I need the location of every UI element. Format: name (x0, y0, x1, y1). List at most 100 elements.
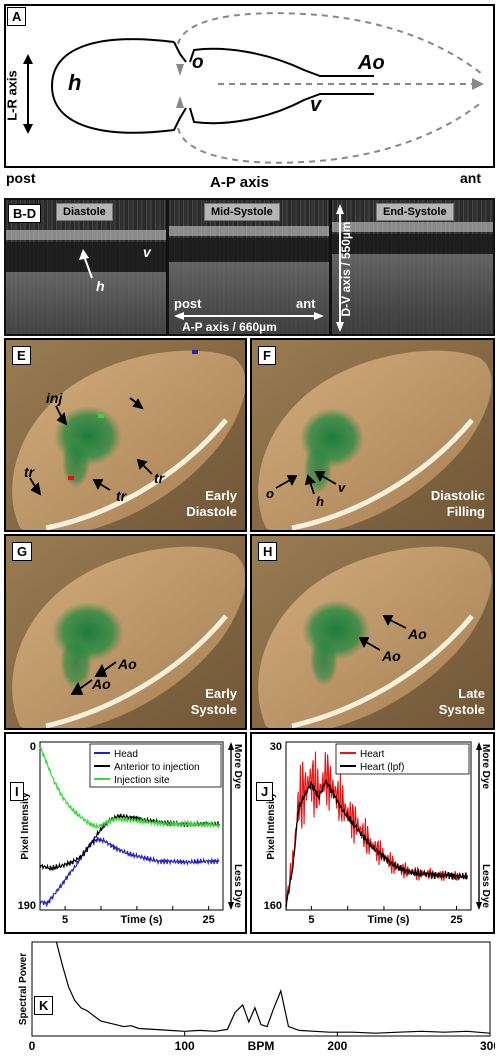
panel-a-tag: A (7, 7, 27, 26)
f-o-label: o (266, 486, 274, 501)
h-ao-label-2: Ao (382, 648, 401, 664)
panel-g-caption-1: Early (205, 686, 237, 701)
panel-k-tag: K (34, 996, 54, 1015)
legend-entry: Head (114, 749, 138, 760)
panel-e-caption-1: Early (205, 488, 237, 503)
oct-v-label: v (143, 244, 151, 260)
ostia-arrow-up (176, 96, 184, 108)
plot-area (31, 941, 491, 1037)
x-axis-label: BPM (248, 1039, 275, 1053)
y-axis-label: Spectral Power (18, 953, 29, 1025)
dye-arrow-head-bottom (228, 902, 234, 910)
more-dye-label: More Dye (232, 744, 243, 789)
ostia-right (189, 47, 374, 125)
x-tick-label: 5 (62, 914, 68, 926)
h-ao-label-1: Ao (408, 626, 427, 642)
ostia-arrow-down (176, 64, 184, 76)
y-tick-label: 0 (30, 741, 36, 753)
panel-e-tag: E (12, 346, 31, 365)
dye-arrow-head-top (228, 742, 234, 750)
panel-e: E inj tr tr tr Early Diastole (4, 338, 247, 532)
panel-a: A h o Ao v L-R axis (4, 4, 495, 168)
ap-axis-label: A-P axis (210, 174, 269, 191)
dye-arrow-head-bottom (476, 902, 482, 910)
diastole-label: Diastole (56, 203, 113, 221)
tr-label-1: tr (24, 464, 35, 480)
chart-i: 0 190 5 25 Time (s) Pixel Intensity More Dye Le… (18, 741, 243, 926)
panel-h-caption-1: Late (458, 686, 485, 701)
more-dye-label: More Dye (480, 744, 491, 789)
series-line-head (39, 836, 220, 907)
panel-g-caption-2: Systole (190, 702, 237, 717)
x-tick-label: 300 (480, 1039, 495, 1053)
x-tick-label: 25 (203, 914, 215, 926)
series-line-injection-site (39, 746, 220, 831)
mid-systole-label: Mid-Systole (204, 203, 280, 221)
heart-chamber-outline (50, 38, 187, 134)
y-tick-label: 190 (18, 900, 36, 912)
tr-label-2: tr (116, 488, 127, 504)
less-dye-label: Less Dye (232, 864, 243, 908)
oct-h-label: h (96, 278, 105, 294)
larva-f (252, 340, 493, 530)
ant-label: ant (460, 170, 481, 186)
panel-j: 30 160 5 25 Time (s) Pixel Intensity More Dye L… (250, 732, 495, 934)
post-label: post (6, 170, 36, 186)
spectral-power-line (55, 941, 491, 1034)
larva-e (6, 340, 245, 530)
less-dye-label: Less Dye (480, 864, 491, 908)
f-v-label: v (338, 480, 346, 495)
legend-entry: Injection site (114, 775, 170, 786)
panel-f-tag: F (258, 346, 276, 365)
panel-bd-tag: B-D (8, 204, 42, 223)
dye-arrow-head-top (476, 742, 482, 750)
g-ao-label-2: Ao (92, 676, 111, 692)
panel-f-caption-1: Diastolic (430, 488, 485, 503)
dashed-outline (177, 12, 483, 164)
panel-h-caption-2: Systole (438, 702, 485, 717)
oct-post-label: post (174, 296, 202, 311)
panel-f: F o v h Diastolic Filling (250, 338, 495, 532)
panel-h: H Ao Ao Late Systole (250, 534, 495, 730)
g-ao-label-1: Ao (118, 656, 137, 672)
inj-label: inj (46, 390, 63, 406)
legend-entry: Heart (lpf) (360, 762, 404, 773)
panel-f-caption-2: Filling (446, 504, 485, 519)
panel-h-tag: H (258, 542, 278, 561)
v-label: v (310, 94, 322, 116)
chart-j: 30 160 5 25 Time (s) Pixel Intensity More Dye L… (264, 741, 491, 926)
x-axis-label: Time (s) (121, 914, 163, 926)
lr-axis-label: L-R axis (4, 70, 20, 121)
heart-schematic (4, 4, 495, 168)
panel-k: 0 100 200 300 BPM Spectral Power K (4, 938, 495, 1056)
panel-j-tag: J (256, 782, 274, 801)
dv-scale-label: D-V axis / 550µm (339, 221, 353, 317)
panel-i-tag: I (10, 782, 24, 801)
x-axis-label: Time (s) (368, 914, 410, 926)
ao-label: Ao (358, 52, 385, 74)
o-label: o (192, 52, 204, 73)
panel-g: G Ao Ao Early Systole (4, 534, 247, 730)
panel-e-caption-2: Diastole (186, 504, 237, 519)
x-tick-label: 25 (450, 914, 462, 926)
panel-i: 0 190 5 25 Time (s) Pixel Intensity More Dye Le… (4, 732, 247, 934)
y-tick-label: 160 (264, 900, 282, 912)
oct-ant-label: ant (296, 296, 316, 311)
larva-h (252, 536, 493, 728)
y-tick-label: 30 (270, 741, 282, 753)
x-tick-label: 5 (308, 914, 314, 926)
legend-entry: Heart (360, 749, 385, 760)
series-line-heart-lpf- (285, 778, 468, 910)
larva-g (6, 536, 245, 728)
legend-box (335, 743, 470, 775)
end-systole-label: End-Systole (376, 203, 454, 221)
plot-area (39, 741, 224, 911)
legend-box (89, 743, 222, 788)
panel-g-tag: G (12, 542, 33, 561)
x-tick-label: 100 (175, 1039, 195, 1053)
oct-end-systole (332, 200, 493, 334)
oct-mid-systole (169, 200, 329, 334)
legend-entry: Anterior to injection (114, 762, 200, 773)
h-label: h (68, 70, 82, 95)
ap-scale-label: A-P axis / 660µm (182, 320, 277, 334)
